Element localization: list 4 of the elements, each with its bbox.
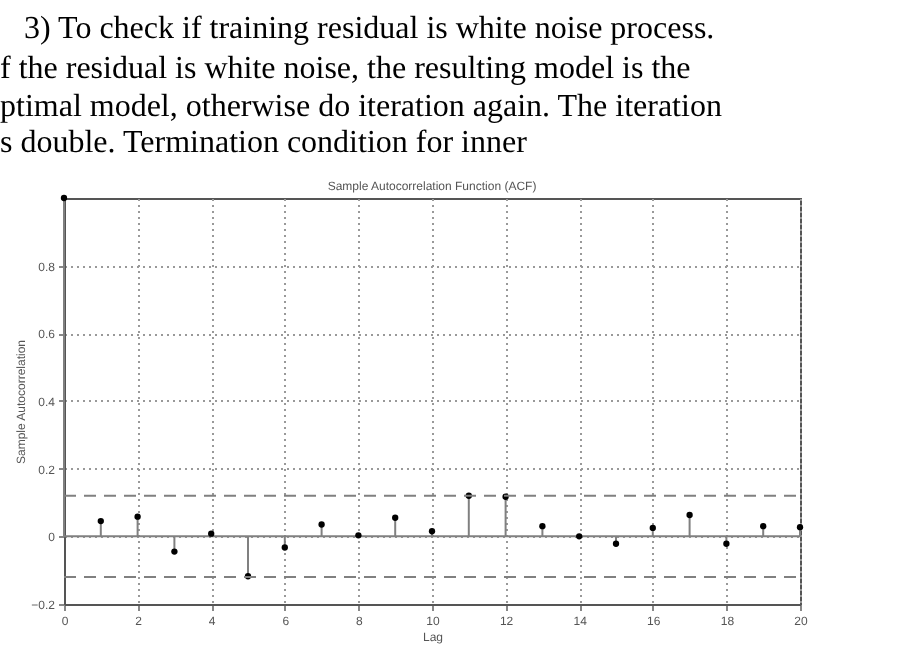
text: ptimal model, otherwise do iteration again. The iteration [0,90,722,124]
text: s double. Termination condition for inner [0,126,529,160]
text: 3) To check if training residual is white noise process. [24,12,715,46]
text: f the residual is white noise, the resulting model is the [0,52,691,86]
